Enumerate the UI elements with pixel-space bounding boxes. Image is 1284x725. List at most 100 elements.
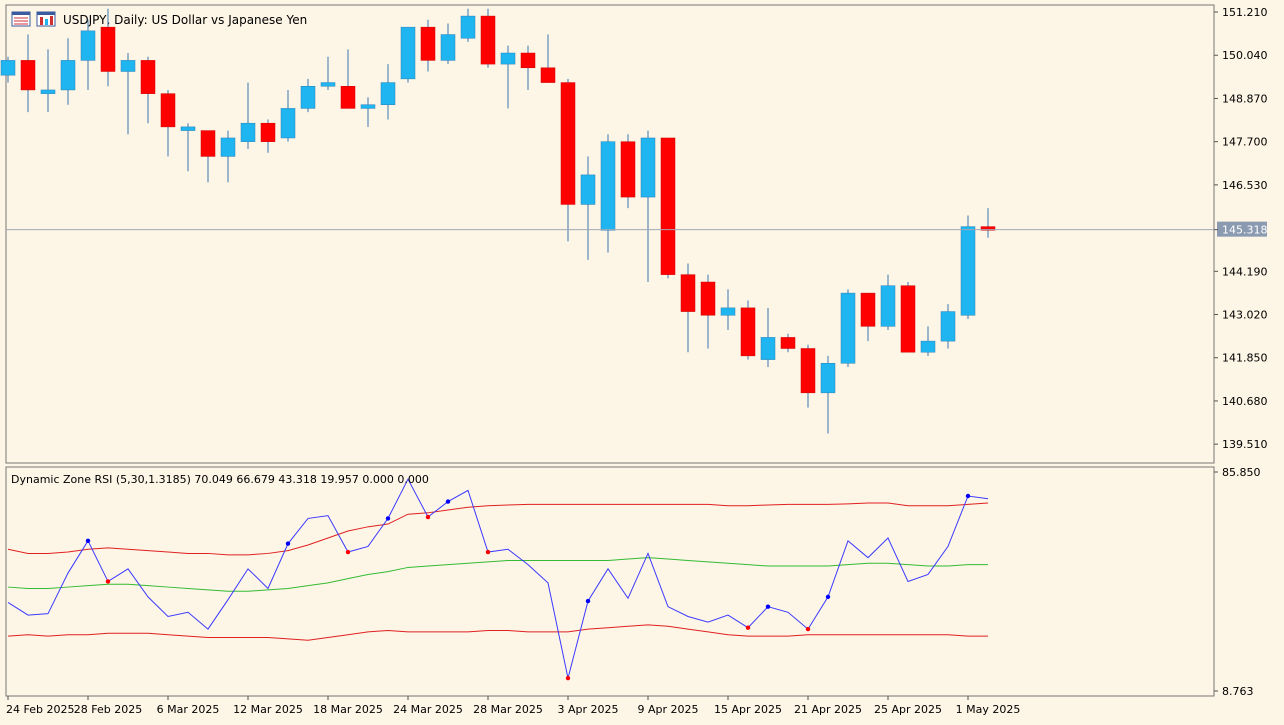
candle (700, 274, 716, 349)
price-tick-label: 139.510 (1222, 438, 1268, 451)
candle (440, 23, 456, 65)
candle (300, 78, 316, 113)
window-restore-icon[interactable] (11, 11, 31, 27)
candle (840, 289, 856, 367)
price-tick-label: 150.040 (1222, 49, 1268, 62)
bear-candle-body (560, 82, 576, 205)
candle (760, 307, 776, 367)
rsi-indicator-title: Dynamic Zone RSI (5,30,1.3185) 70.049 66… (11, 473, 429, 486)
rsi-pane[interactable] (5, 466, 1215, 697)
candle (460, 8, 476, 42)
rsi-buy-signal-dot (585, 598, 591, 604)
bear-candle-body (680, 274, 696, 312)
bull-candle-body (920, 340, 936, 353)
x-tick-label: 24 Feb 2025 (6, 703, 74, 716)
upper-zone-line (7, 502, 989, 556)
candle (680, 263, 696, 353)
bull-candle-body (380, 82, 396, 105)
x-tick-label: 1 May 2025 (956, 703, 1021, 716)
candle (820, 355, 836, 434)
bear-candle-body (660, 137, 676, 275)
price-pane[interactable] (5, 4, 1215, 464)
candle (800, 344, 816, 408)
rsi-buy-signal-dot (85, 538, 91, 544)
candle (880, 274, 896, 331)
x-tick-label: 9 Apr 2025 (637, 703, 698, 716)
candle (320, 56, 336, 90)
price-tick-label: 151.210 (1222, 6, 1268, 19)
candle (20, 34, 36, 113)
candle (200, 130, 216, 183)
x-tick-label: 6 Mar 2025 (157, 703, 220, 716)
candle (80, 19, 96, 90)
rsi-line (7, 478, 989, 679)
candle (740, 300, 756, 360)
candle (860, 292, 876, 342)
candle (120, 53, 136, 135)
candle (980, 208, 996, 238)
rsi-buy-signal-dot (765, 604, 771, 609)
candle (0, 56, 16, 83)
bear-candle-body (700, 281, 716, 316)
bull-candle-body (360, 104, 376, 109)
rsi-sell-signal-dot (345, 549, 351, 555)
candle (40, 49, 56, 113)
price-tick-label: 143.020 (1222, 309, 1268, 322)
bull-candle-body (220, 137, 236, 157)
x-tick-label: 18 Mar 2025 (313, 703, 383, 716)
price-tick-label: 141.850 (1222, 352, 1268, 365)
x-tick-label: 3 Apr 2025 (557, 703, 618, 716)
bull-candle-body (60, 60, 76, 91)
bull-candle-body (880, 285, 896, 327)
bull-candle-body (80, 30, 96, 61)
rsi-tick-label: 8.763 (1222, 685, 1254, 698)
bear-candle-body (140, 60, 156, 94)
rsi-buy-signal-dot (385, 516, 391, 521)
x-tick-label: 28 Feb 2025 (74, 703, 142, 716)
candle (920, 326, 936, 356)
rsi-sell-signal-dot (105, 579, 111, 584)
chart-properties-icon[interactable] (36, 11, 56, 27)
candle (260, 119, 276, 153)
candle (240, 82, 256, 150)
bull-candle-body (500, 52, 516, 65)
bear-candle-body (900, 285, 916, 353)
candle (140, 56, 156, 124)
candle (720, 289, 736, 331)
rsi-sell-signal-dot (805, 626, 811, 632)
bear-candle-body (420, 26, 436, 61)
candle (400, 26, 416, 83)
bull-candle-body (40, 89, 56, 94)
rsi-sell-signal-dot (565, 675, 571, 681)
bear-candle-body (860, 292, 876, 327)
candle (180, 123, 196, 172)
bear-candle-body (980, 226, 996, 231)
price-tick-label: 140.680 (1222, 395, 1268, 408)
bull-candle-body (320, 82, 336, 87)
rsi-sell-signal-dot (425, 514, 431, 520)
bull-candle-body (840, 292, 856, 364)
candle (100, 8, 116, 87)
bear-candle-body (800, 348, 816, 394)
bull-candle-body (300, 86, 316, 109)
candle (480, 8, 496, 68)
rsi-buy-signal-dot (965, 493, 971, 499)
bull-candle-body (600, 141, 616, 231)
candle (520, 45, 536, 90)
bear-candle-body (200, 130, 216, 157)
candle (60, 38, 76, 105)
bear-candle-body (160, 93, 176, 128)
candle (640, 130, 656, 283)
x-tick-label: 28 Mar 2025 (473, 703, 543, 716)
candle (620, 134, 636, 209)
mid-zone-line (7, 557, 988, 592)
bull-candle-body (460, 15, 476, 39)
candle (500, 45, 516, 109)
rsi-buy-signal-dot (285, 541, 291, 546)
rsi-buy-signal-dot (825, 594, 831, 600)
bear-candle-body (480, 15, 496, 65)
rsi-tick-label: 85.850 (1222, 466, 1261, 479)
price-tick-label: 148.870 (1222, 92, 1268, 105)
bear-candle-body (340, 86, 356, 109)
